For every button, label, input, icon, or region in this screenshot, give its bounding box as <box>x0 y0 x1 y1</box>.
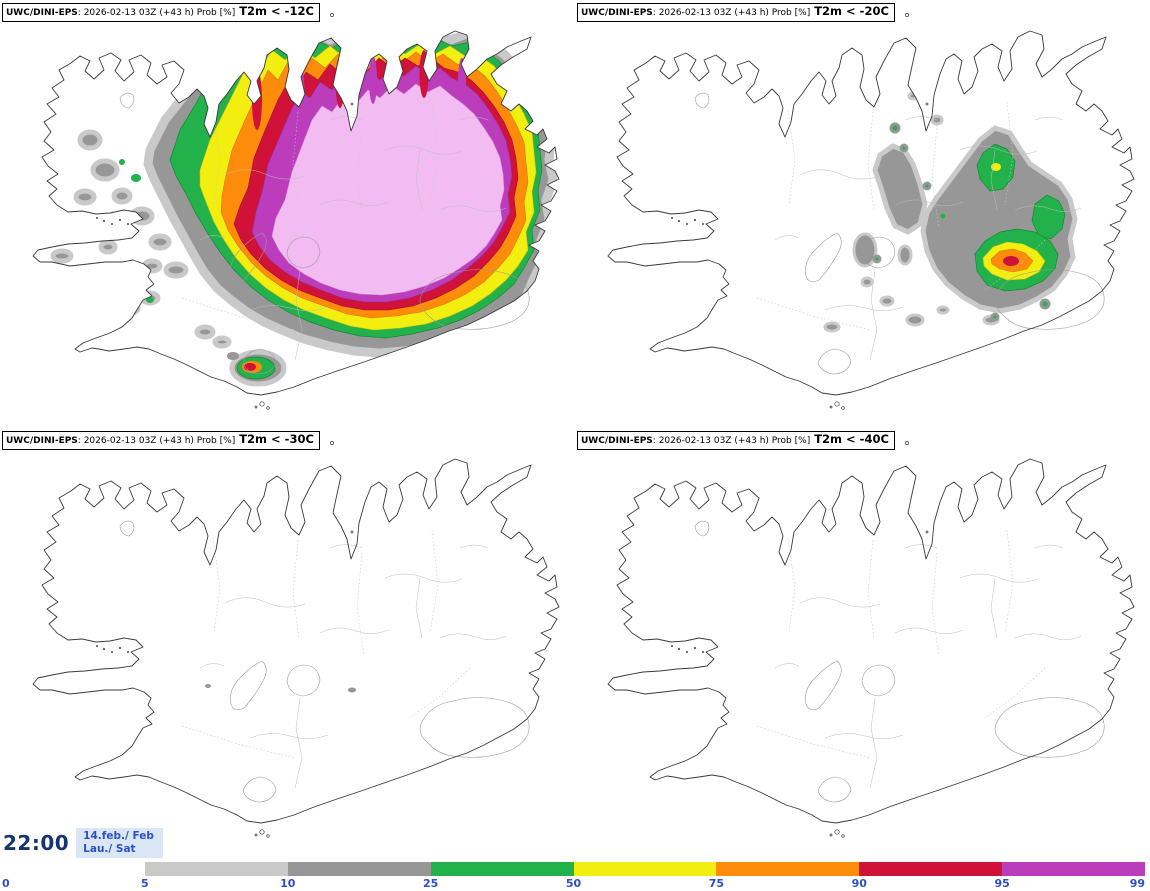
south-glacier-spot <box>227 349 287 387</box>
legend-tick-99: 99 <box>1129 877 1145 890</box>
run-info: : 2026-02-13 03Z (+43 h) Prob [%] <box>77 436 236 446</box>
map-linework <box>33 441 559 837</box>
threshold-label: T2m < -30C <box>239 432 314 446</box>
threshold-label: T2m < -20C <box>814 4 889 18</box>
legend-tick-25: 25 <box>422 877 439 890</box>
legend-segment-25-50 <box>430 862 574 876</box>
panel-title: UWC/DINI-EPS: 2026-02-13 03Z (+43 h) Pro… <box>577 431 895 450</box>
probability-field-30c <box>205 684 356 693</box>
gray-patch-a <box>872 143 928 235</box>
iceland-map-t2m-lt-20c <box>575 0 1150 428</box>
legend-labels: 0 5 10 25 50 75 90 95 99 <box>2 877 1145 890</box>
run-info: : 2026-02-13 03Z (+43 h) Prob [%] <box>652 436 811 446</box>
model-name: UWC/DINI-EPS <box>581 8 653 18</box>
legend-segment-10-25 <box>287 862 431 876</box>
green-dots-west <box>119 159 154 303</box>
threshold-label: T2m < -40C <box>814 432 889 446</box>
legend-segment-50-75 <box>573 862 717 876</box>
probability-field-20c <box>823 91 1078 333</box>
probability-field-12c <box>50 31 558 387</box>
iceland-map-t2m-lt-40c <box>575 428 1150 856</box>
legend-tick-75: 75 <box>708 877 725 890</box>
legend-segment-75-90 <box>716 862 860 876</box>
legend-tick-95: 95 <box>994 877 1010 890</box>
legend-segment-5-10 <box>144 862 288 876</box>
panel-t2m-lt-30c: UWC/DINI-EPS: 2026-02-13 03Z (+43 h) Pro… <box>0 428 575 856</box>
panel-t2m-lt-12c: UWC/DINI-EPS: 2026-02-13 03Z (+43 h) Pro… <box>0 0 575 428</box>
panel-title: UWC/DINI-EPS: 2026-02-13 03Z (+43 h) Pro… <box>577 3 895 22</box>
iceland-map-t2m-lt-30c <box>0 428 575 856</box>
valid-time-box: 22:00 14.feb./ Feb Lau./ Sat <box>3 828 163 858</box>
iceland-map-t2m-lt-12c <box>0 0 575 428</box>
panel-t2m-lt-40c: UWC/DINI-EPS: 2026-02-13 03Z (+43 h) Pro… <box>575 428 1150 856</box>
run-info: : 2026-02-13 03Z (+43 h) Prob [%] <box>77 8 236 18</box>
map-linework <box>608 441 1134 837</box>
valid-date: 14.feb./ Feb <box>83 830 154 842</box>
red-core <box>1003 256 1019 266</box>
panel-title: UWC/DINI-EPS: 2026-02-13 03Z (+43 h) Pro… <box>2 3 320 22</box>
legend-segment-0-5 <box>2 862 145 876</box>
valid-time: 22:00 <box>3 831 70 855</box>
green-dots <box>872 122 1051 322</box>
legend-segment-95-99 <box>1002 862 1145 876</box>
legend-bar <box>2 862 1145 876</box>
valid-day: Lau./ Sat <box>83 843 136 855</box>
run-info: : 2026-02-13 03Z (+43 h) Prob [%] <box>652 8 811 18</box>
valid-date-box: 14.feb./ Feb Lau./ Sat <box>76 828 163 858</box>
legend-tick-0: 0 <box>2 877 10 890</box>
threshold-label: T2m < -12C <box>239 4 314 18</box>
panel-t2m-lt-20c: UWC/DINI-EPS: 2026-02-13 03Z (+43 h) Pro… <box>575 0 1150 428</box>
legend-segment-90-95 <box>859 862 1003 876</box>
probability-legend: 0 5 10 25 50 75 90 95 99 <box>2 862 1145 890</box>
legend-tick-50: 50 <box>565 877 582 890</box>
model-name: UWC/DINI-EPS <box>6 8 78 18</box>
legend-tick-10: 10 <box>280 877 296 890</box>
panel-grid: UWC/DINI-EPS: 2026-02-13 03Z (+43 h) Pro… <box>0 0 1150 856</box>
model-name: UWC/DINI-EPS <box>6 436 78 446</box>
legend-tick-5: 5 <box>141 877 149 890</box>
model-name: UWC/DINI-EPS <box>581 436 653 446</box>
legend-tick-90: 90 <box>851 877 867 890</box>
gray-speckles <box>823 91 1000 333</box>
panel-title: UWC/DINI-EPS: 2026-02-13 03Z (+43 h) Pro… <box>2 431 320 450</box>
